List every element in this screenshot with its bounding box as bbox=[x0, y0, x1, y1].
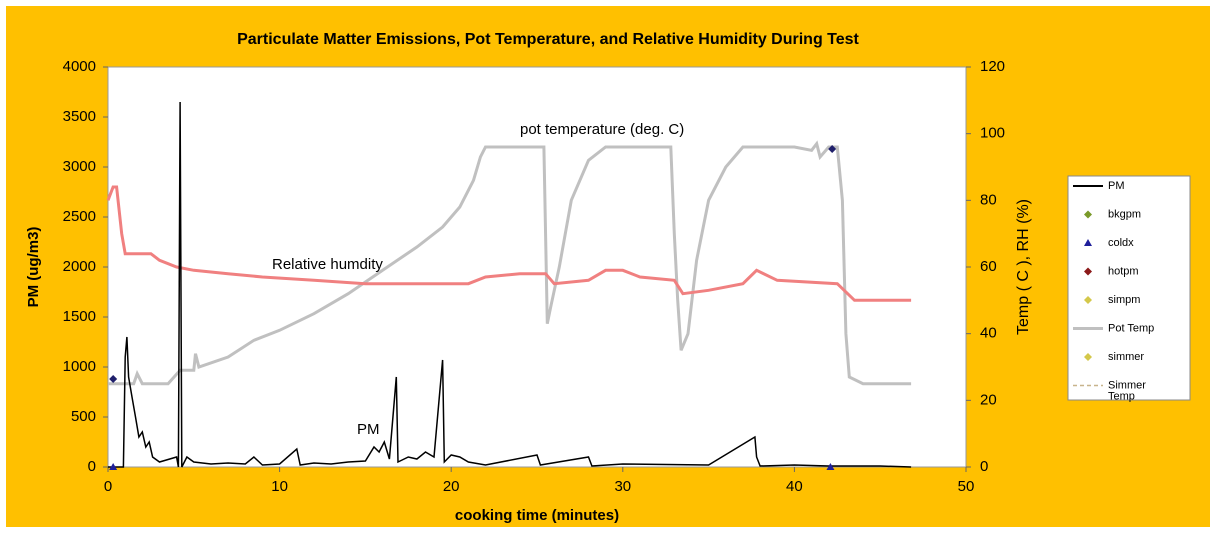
legend-label-line: Temp bbox=[1108, 390, 1135, 402]
y2-tick-label: 120 bbox=[980, 58, 1005, 75]
series-line bbox=[108, 140, 912, 386]
legend-label: simmer bbox=[1108, 351, 1144, 363]
y-tick-label: 3000 bbox=[63, 158, 96, 175]
x-tick-label: 40 bbox=[786, 478, 803, 495]
legend bbox=[1067, 175, 1191, 401]
legend-label: Simmer Temp bbox=[1108, 379, 1146, 402]
x-tick-label: 0 bbox=[104, 478, 112, 495]
annotation: PM bbox=[357, 421, 380, 438]
x-tick-label: 50 bbox=[958, 478, 975, 495]
y-tick-label: 500 bbox=[71, 408, 96, 425]
plot-area bbox=[107, 66, 967, 468]
x-tick-label: 20 bbox=[443, 478, 460, 495]
diamond-marker bbox=[1084, 210, 1092, 219]
triangle-marker bbox=[109, 463, 118, 470]
series-line bbox=[106, 185, 912, 302]
diamond-marker bbox=[1084, 267, 1092, 276]
y2-tick-label: 100 bbox=[980, 125, 1005, 142]
y2-tick-label: 80 bbox=[980, 191, 997, 208]
legend-label: bkgpm bbox=[1108, 208, 1141, 220]
y-tick-label: 2000 bbox=[63, 258, 96, 275]
y2-tick-label: 40 bbox=[980, 325, 997, 342]
legend-label: hotpm bbox=[1108, 265, 1139, 277]
y2-axis-label: Temp ( C ), RH (%) bbox=[1015, 199, 1032, 335]
legend-label: simpm bbox=[1108, 294, 1140, 306]
x-axis-label: cooking time (minutes) bbox=[455, 507, 619, 524]
y2-tick-label: 20 bbox=[980, 391, 997, 408]
legend-label: Pot Temp bbox=[1108, 322, 1154, 334]
y-tick-label: 1000 bbox=[63, 358, 96, 375]
triangle-marker bbox=[1084, 239, 1092, 246]
x-tick-label: 30 bbox=[614, 478, 631, 495]
annotation: pot temperature (deg. C) bbox=[520, 121, 684, 138]
triangle-marker bbox=[826, 463, 835, 470]
y-axis-label: PM (ug/m3) bbox=[25, 227, 42, 308]
x-tick-label: 10 bbox=[271, 478, 288, 495]
diamond-marker bbox=[1084, 296, 1092, 304]
y-tick-label: 3500 bbox=[63, 108, 96, 125]
y-tick-label: 2500 bbox=[63, 208, 96, 225]
legend-label-line: Simmer bbox=[1108, 379, 1146, 391]
y-tick-label: 0 bbox=[88, 458, 96, 475]
legend-label: coldx bbox=[1108, 237, 1134, 249]
legend-items: PM bkgpm coldx hotpm simpm Pot Temp simmer Simm… bbox=[1073, 180, 1154, 402]
diamond-marker bbox=[109, 375, 118, 383]
legend-label: PM bbox=[1108, 180, 1125, 192]
diamond-marker bbox=[1084, 353, 1092, 361]
y2-tick-label: 0 bbox=[980, 458, 988, 475]
y2-tick-label: 60 bbox=[980, 258, 997, 275]
chart-title: Particulate Matter Emissions, Pot Temper… bbox=[237, 31, 859, 48]
y-tick-label: 1500 bbox=[63, 308, 96, 325]
diamond-marker bbox=[828, 145, 837, 153]
series-line bbox=[108, 101, 912, 468]
annotation: Relative humdity bbox=[272, 256, 383, 273]
y-tick-label: 4000 bbox=[63, 58, 96, 75]
